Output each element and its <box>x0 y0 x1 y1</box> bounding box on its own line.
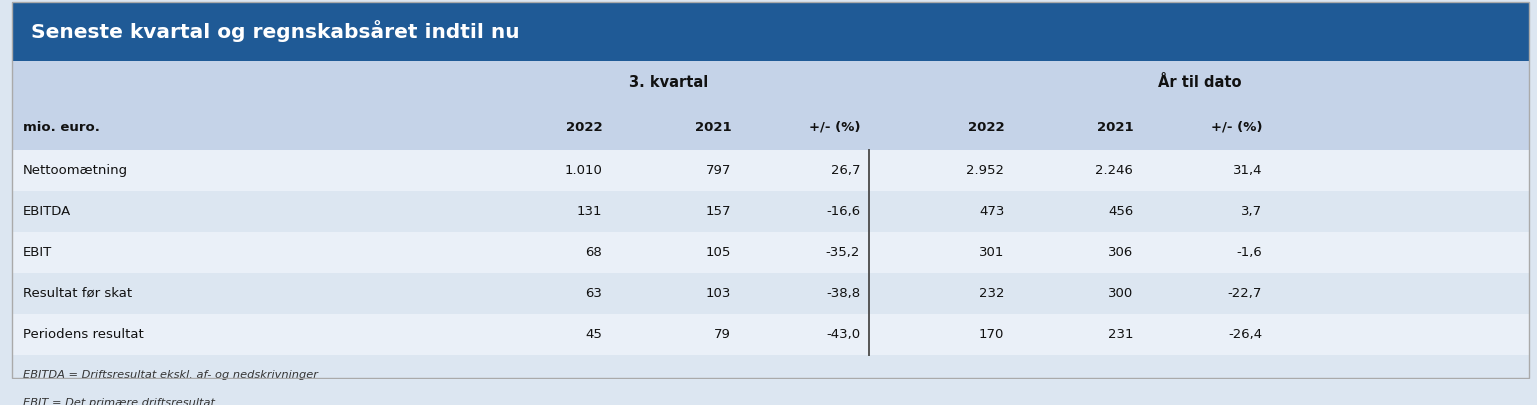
Text: 473: 473 <box>979 205 1004 218</box>
FancyBboxPatch shape <box>12 150 1529 191</box>
FancyBboxPatch shape <box>12 232 1529 273</box>
Text: 105: 105 <box>705 246 732 259</box>
Text: 2.952: 2.952 <box>967 164 1004 177</box>
Text: -22,7: -22,7 <box>1228 287 1262 300</box>
FancyBboxPatch shape <box>12 2 1529 61</box>
Text: Seneste kvartal og regnskabsåret indtil nu: Seneste kvartal og regnskabsåret indtil … <box>31 20 520 42</box>
Text: 301: 301 <box>979 246 1004 259</box>
Text: 131: 131 <box>576 205 603 218</box>
Text: 31,4: 31,4 <box>1233 164 1262 177</box>
Text: 456: 456 <box>1108 205 1133 218</box>
FancyBboxPatch shape <box>12 314 1529 355</box>
Text: EBITDA: EBITDA <box>23 205 71 218</box>
Text: 2022: 2022 <box>968 121 1004 134</box>
Text: +/- (%): +/- (%) <box>1211 121 1262 134</box>
Text: -43,0: -43,0 <box>825 328 861 341</box>
Text: 2022: 2022 <box>566 121 603 134</box>
Text: 45: 45 <box>586 328 603 341</box>
Text: -26,4: -26,4 <box>1228 328 1262 341</box>
Text: -1,6: -1,6 <box>1236 246 1262 259</box>
Text: 170: 170 <box>979 328 1004 341</box>
Text: Periodens resultat: Periodens resultat <box>23 328 144 341</box>
Text: 306: 306 <box>1108 246 1133 259</box>
Text: 231: 231 <box>1108 328 1133 341</box>
Text: +/- (%): +/- (%) <box>808 121 861 134</box>
FancyBboxPatch shape <box>12 355 1529 377</box>
Text: -38,8: -38,8 <box>825 287 861 300</box>
FancyBboxPatch shape <box>12 61 1529 104</box>
Text: Resultat før skat: Resultat før skat <box>23 287 132 300</box>
Text: 300: 300 <box>1108 287 1133 300</box>
Text: EBIT: EBIT <box>23 246 52 259</box>
Text: 232: 232 <box>979 287 1004 300</box>
Text: 157: 157 <box>705 205 732 218</box>
Text: EBITDA = Driftsresultat ekskl. af- og nedskrivninger: EBITDA = Driftsresultat ekskl. af- og ne… <box>23 370 318 380</box>
Text: 797: 797 <box>705 164 732 177</box>
Text: -35,2: -35,2 <box>825 246 861 259</box>
Text: 2.246: 2.246 <box>1096 164 1133 177</box>
Text: 2021: 2021 <box>1096 121 1133 134</box>
Text: 26,7: 26,7 <box>830 164 861 177</box>
Text: År til dato: År til dato <box>1157 75 1240 90</box>
Text: EBIT = Det primære driftsresultat: EBIT = Det primære driftsresultat <box>23 399 215 405</box>
Text: 103: 103 <box>705 287 732 300</box>
Text: -16,6: -16,6 <box>825 205 861 218</box>
Text: 3. kvartal: 3. kvartal <box>629 75 709 90</box>
FancyBboxPatch shape <box>12 104 1529 150</box>
Text: 79: 79 <box>715 328 732 341</box>
Text: 2021: 2021 <box>695 121 732 134</box>
Text: 3,7: 3,7 <box>1240 205 1262 218</box>
FancyBboxPatch shape <box>12 273 1529 314</box>
FancyBboxPatch shape <box>12 191 1529 232</box>
Text: mio. euro.: mio. euro. <box>23 121 100 134</box>
Text: Nettoomætning: Nettoomætning <box>23 164 128 177</box>
Text: 68: 68 <box>586 246 603 259</box>
Text: 63: 63 <box>586 287 603 300</box>
Text: 1.010: 1.010 <box>564 164 603 177</box>
